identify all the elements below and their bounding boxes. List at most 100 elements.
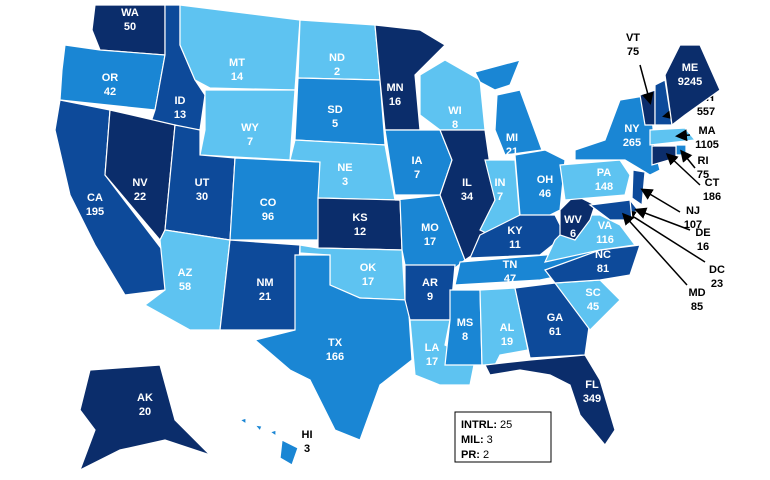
state: AK 20 (78, 364, 211, 472)
state-value: 17 (362, 276, 374, 288)
state: MN 16 (374, 24, 446, 131)
state: RI 75 (675, 144, 709, 181)
state-shape (484, 354, 616, 447)
arrow (640, 188, 681, 213)
state-value: 58 (179, 281, 191, 293)
state-value: 30 (196, 191, 208, 203)
state-value: 17 (424, 236, 436, 248)
state-shape (559, 159, 631, 201)
state-shape (317, 197, 403, 251)
state-abbr: CA (87, 192, 103, 204)
state-abbr: MD (688, 287, 705, 299)
arrow (680, 149, 696, 169)
state-value: 3 (342, 176, 348, 188)
state-value: 349 (583, 393, 601, 405)
state-value: 61 (549, 326, 561, 338)
state-abbr: AL (500, 322, 515, 334)
other-label: INTRL: (461, 419, 497, 431)
state-abbr: SD (327, 104, 342, 116)
state-abbr: GA (547, 312, 564, 324)
state-value: 265 (623, 137, 641, 149)
state-value: 45 (587, 301, 599, 313)
state: MA 1105 (649, 125, 719, 151)
state-abbr: IN (495, 177, 506, 189)
state-shape (78, 364, 211, 472)
state-value: 9245 (678, 76, 702, 88)
state-value: 47 (504, 273, 516, 285)
other-entry: MIL: 3 (461, 434, 493, 446)
state-value: 6 (570, 228, 576, 240)
other-value: 2 (483, 449, 489, 461)
state-shape (253, 424, 263, 433)
state-shape (199, 89, 296, 161)
state-abbr: MT (229, 57, 245, 69)
state-abbr: WV (564, 214, 582, 226)
state-abbr: TX (328, 337, 343, 349)
state: NV 22 (104, 109, 176, 242)
arrow (639, 64, 654, 105)
state-abbr: PA (597, 167, 612, 179)
state-value: 7 (247, 136, 253, 148)
state-value: 107 (684, 219, 702, 231)
state-abbr: WI (448, 105, 461, 117)
state-value: 85 (691, 301, 703, 313)
state-value: 148 (595, 181, 613, 193)
state: AL 19 (479, 287, 529, 366)
state-abbr: ME (682, 62, 699, 74)
state-abbr: OH (537, 174, 554, 186)
state: NC 81 (544, 244, 641, 284)
state-value: 195 (86, 206, 104, 218)
state-shape (474, 59, 522, 91)
state: WI 8 (419, 59, 486, 131)
state-abbr: VT (626, 32, 640, 44)
other-label: PR: (461, 449, 480, 461)
state-value: 8 (452, 119, 458, 131)
state-value: 13 (174, 109, 186, 121)
state-value: 1105 (695, 139, 719, 151)
state: MT 14 (179, 4, 301, 91)
other-label: MIL: (461, 434, 484, 446)
state-value: 46 (539, 188, 551, 200)
state-abbr: MA (698, 125, 715, 137)
state-abbr: MO (421, 222, 439, 234)
state-value: 3 (304, 443, 310, 455)
state: TX 166 (253, 254, 413, 441)
state-value: 557 (697, 106, 715, 118)
state-abbr: MS (457, 317, 474, 329)
state-abbr: ID (175, 95, 186, 107)
state-abbr: RI (698, 155, 709, 167)
other-value: 3 (487, 434, 493, 446)
state-value: 50 (124, 21, 136, 33)
other-value: 25 (500, 419, 512, 431)
other-box (454, 411, 552, 463)
state: NM 21 (219, 239, 301, 331)
state: OR 42 (59, 44, 166, 111)
state: WV 6 (559, 194, 596, 241)
state-value: 42 (104, 86, 116, 98)
state: MS 8 (444, 289, 483, 366)
state-value: 81 (597, 263, 609, 275)
state-abbr: TN (503, 259, 518, 271)
state-abbr: VA (598, 220, 613, 232)
state: PA 148 (559, 159, 631, 201)
state-abbr: AK (137, 392, 153, 404)
state-value: 5 (332, 118, 338, 130)
state-abbr: NC (595, 249, 611, 261)
state-abbr: MI (506, 132, 518, 144)
state: CO 96 (229, 157, 321, 241)
state-value: 22 (134, 191, 146, 203)
state-abbr: MN (386, 82, 403, 94)
state-value: 2 (334, 66, 340, 78)
state-value: 166 (326, 351, 344, 363)
state-abbr: NJ (686, 205, 700, 217)
state-abbr: UT (195, 177, 210, 189)
state-value: 116 (596, 234, 614, 246)
state-value: 12 (354, 226, 366, 238)
state-abbr: LA (425, 342, 440, 354)
state-value: 21 (259, 291, 271, 303)
state: WY 7 (199, 89, 296, 161)
state: NJ 107 (631, 169, 702, 231)
state: VT 75 (626, 32, 656, 126)
state: HI 3 (238, 417, 313, 466)
state-value: 23 (711, 278, 723, 290)
